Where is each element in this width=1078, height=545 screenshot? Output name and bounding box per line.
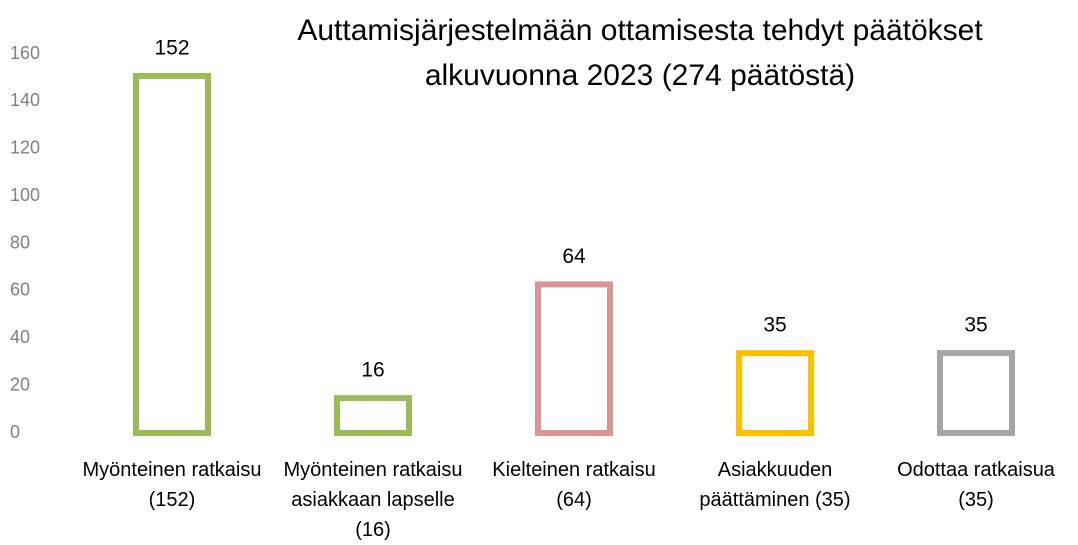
x-tick-label: Asiakkuuden päättäminen (35) <box>699 459 851 511</box>
bar <box>133 72 211 436</box>
data-label: 35 <box>964 314 987 337</box>
chart-title: Auttamisjärjestelmään ottamisesta tehdyt… <box>297 14 983 92</box>
bar <box>937 350 1015 436</box>
x-tick-label: Myönteinen ratkaisu (152) <box>82 459 262 511</box>
x-tick-label: Odottaa ratkaisua (35) <box>897 459 1055 511</box>
y-tick-label: 20 <box>10 374 30 394</box>
y-tick-label: 160 <box>10 43 40 63</box>
x-tick-label: Kielteinen ratkaisu (64) <box>492 459 656 511</box>
y-tick-label: 120 <box>10 138 40 158</box>
y-tick-label: 140 <box>10 90 40 110</box>
bar <box>334 395 412 437</box>
y-tick-label: 60 <box>10 280 30 300</box>
y-tick-label: 80 <box>10 232 30 252</box>
data-label: 35 <box>763 314 786 337</box>
data-label: 152 <box>154 36 189 59</box>
y-tick-label: 40 <box>10 327 30 347</box>
y-tick-label: 100 <box>10 185 40 205</box>
x-tick-label: Myönteinen ratkaisu asiakkaan lapselle (… <box>283 459 463 541</box>
data-label: 64 <box>562 245 586 268</box>
bar <box>736 350 814 436</box>
y-tick-label: 0 <box>10 422 20 442</box>
data-label: 16 <box>361 359 384 382</box>
bar <box>535 281 613 436</box>
